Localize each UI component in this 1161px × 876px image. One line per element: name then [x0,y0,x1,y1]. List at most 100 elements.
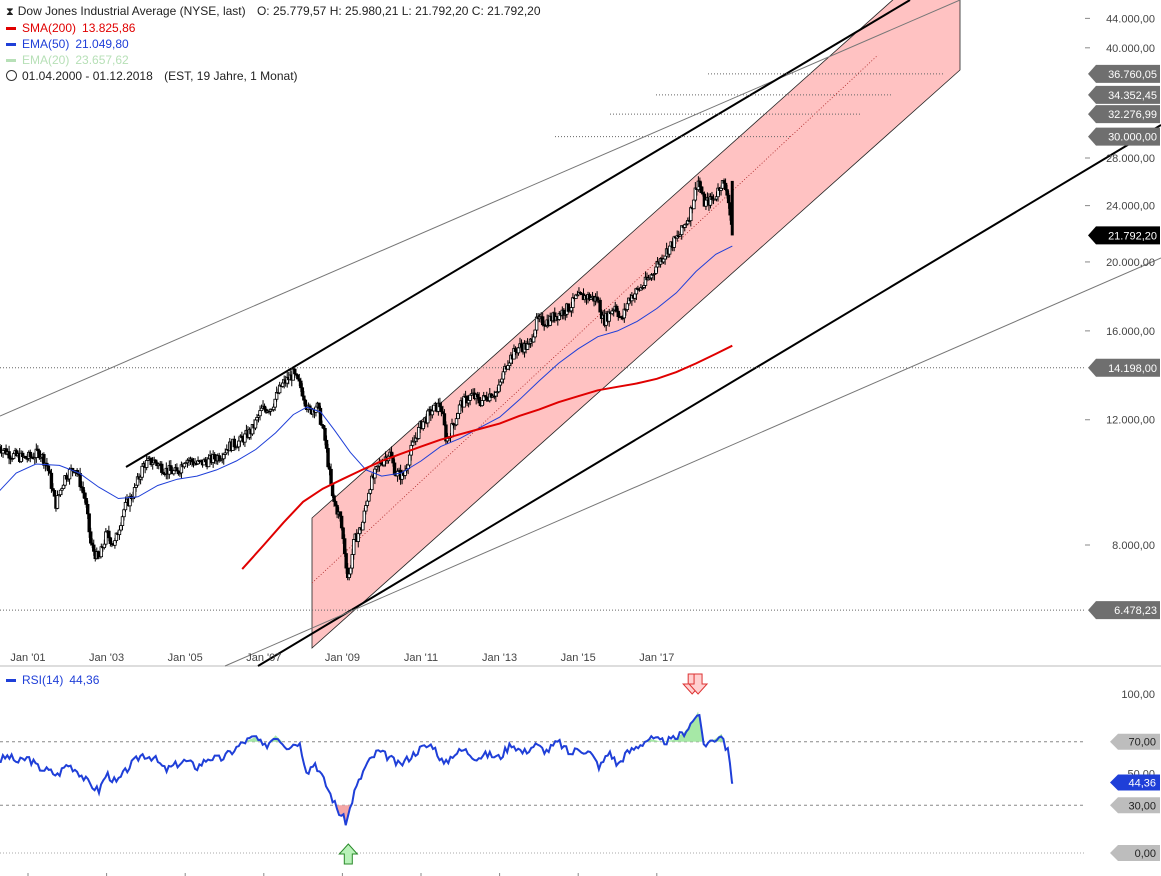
candle-body [317,402,321,409]
candle-body [391,457,395,464]
candle-body [361,521,365,531]
candle-body [330,483,335,497]
candle-body [569,307,574,312]
x-tick-label: Jan '07 [246,652,281,664]
price-tag-bg [1088,105,1160,124]
legend-value: 13.825,86 [82,21,136,35]
candle-body [338,511,342,517]
candle-body [362,510,367,523]
rsi-level-tag-bg [1110,733,1160,750]
candle-body [119,525,123,531]
candle-body [566,303,571,312]
candle-body [689,207,693,222]
rsi-line [0,713,734,826]
candle-body [1,449,5,454]
candle-body [438,402,442,408]
candle-body [442,413,447,426]
chart-type-icon[interactable]: ⧗ [6,6,14,18]
legend-value: 21.049,80 [75,37,129,51]
x-tick-label: Jan '09 [325,652,360,664]
legend-sma200[interactable]: SMA(200) 13.825,86 [6,21,135,35]
candle-body [303,399,308,407]
legend-value: 44,36 [69,673,100,687]
candle-body [102,543,107,549]
candle-body [457,404,462,414]
candle-body [55,495,60,509]
candle-body [52,490,57,497]
candle-body [104,531,108,545]
candle-body [540,316,545,326]
rsi-level-tag-bg [1110,845,1160,861]
candle-body [318,407,323,425]
candle-body [280,382,285,387]
clock-icon [6,70,17,81]
legend-ema20[interactable]: EMA(20) 23.657,62 [6,53,129,67]
legend-label: RSI(14) [22,673,64,687]
candle-body [49,472,54,489]
candle-body [324,439,329,449]
period-range: 01.04.2000 - 01.12.2018 [22,69,153,83]
rsi-value-tag: 44,36 [1128,777,1156,789]
candle-body [300,387,305,397]
candle-body [120,516,125,526]
candle-body [364,505,368,512]
candle-body [430,410,435,416]
ema50-line [0,245,733,500]
candle-body [625,303,630,310]
candle-body [132,487,137,498]
y-tick-label: 20.000,00 [1106,257,1155,269]
candle-body [262,405,267,410]
candle-body [500,378,504,383]
candle-body [206,458,211,468]
candle-body [332,495,336,502]
candle-body [352,539,356,555]
candle-body [407,454,412,466]
outer-trendline-lower [224,257,1161,667]
candle-body [426,410,430,424]
legend-rsi[interactable]: RSI(14) 44,36 [6,673,99,687]
y-tick-label: 40.000,00 [1106,43,1155,55]
candle-body [480,400,484,406]
price-tag: 21.792,20 [1108,230,1157,242]
candle-body [99,546,104,558]
price-tag-bg [1088,226,1160,245]
candle-body [356,533,360,542]
candle-body [273,398,277,408]
price-tag-bg [1088,127,1160,146]
legend-label: SMA(200) [22,21,77,35]
rsi-overbought-zone [244,736,260,742]
candle-body [468,394,472,401]
candle-body [28,451,32,458]
candle-body [439,406,444,413]
candle-body [692,199,696,210]
candle-body [485,396,489,401]
ema50-swatch [6,43,16,47]
candle-body [154,459,158,464]
legend-label: EMA(50) [22,37,70,51]
candle-body [672,236,676,248]
candle-body [122,509,126,518]
sell-signal-arrow-icon [687,673,709,695]
price-tag-bg [1088,85,1160,104]
ema20-swatch [6,59,16,63]
rsi-level-tag-bg [1110,797,1160,814]
candle-body [350,554,354,569]
candle-body [498,381,503,386]
candle-body [243,433,247,443]
x-tick-label: Jan '13 [482,652,517,664]
legend-ema50[interactable]: EMA(50) 21.049,80 [6,37,129,51]
candle-body [454,418,459,426]
period-note: (EST, 19 Jahre, 1 Monat) [164,69,298,83]
candle-body [519,343,524,348]
price-tag: 14.198,00 [1108,363,1157,375]
x-tick-label: Jan '03 [89,652,124,664]
candle-body [722,180,726,184]
y-tick-label: 24.000,00 [1106,201,1155,213]
period-info: 01.04.2000 - 01.12.2018 (EST, 19 Jahre, … [6,69,298,83]
candle-body [333,501,338,506]
candle-body [84,497,88,505]
candle-body [347,573,351,579]
candle-body [699,186,704,193]
candle-body [258,410,262,417]
rsi-level-tag: 70,00 [1128,737,1156,749]
